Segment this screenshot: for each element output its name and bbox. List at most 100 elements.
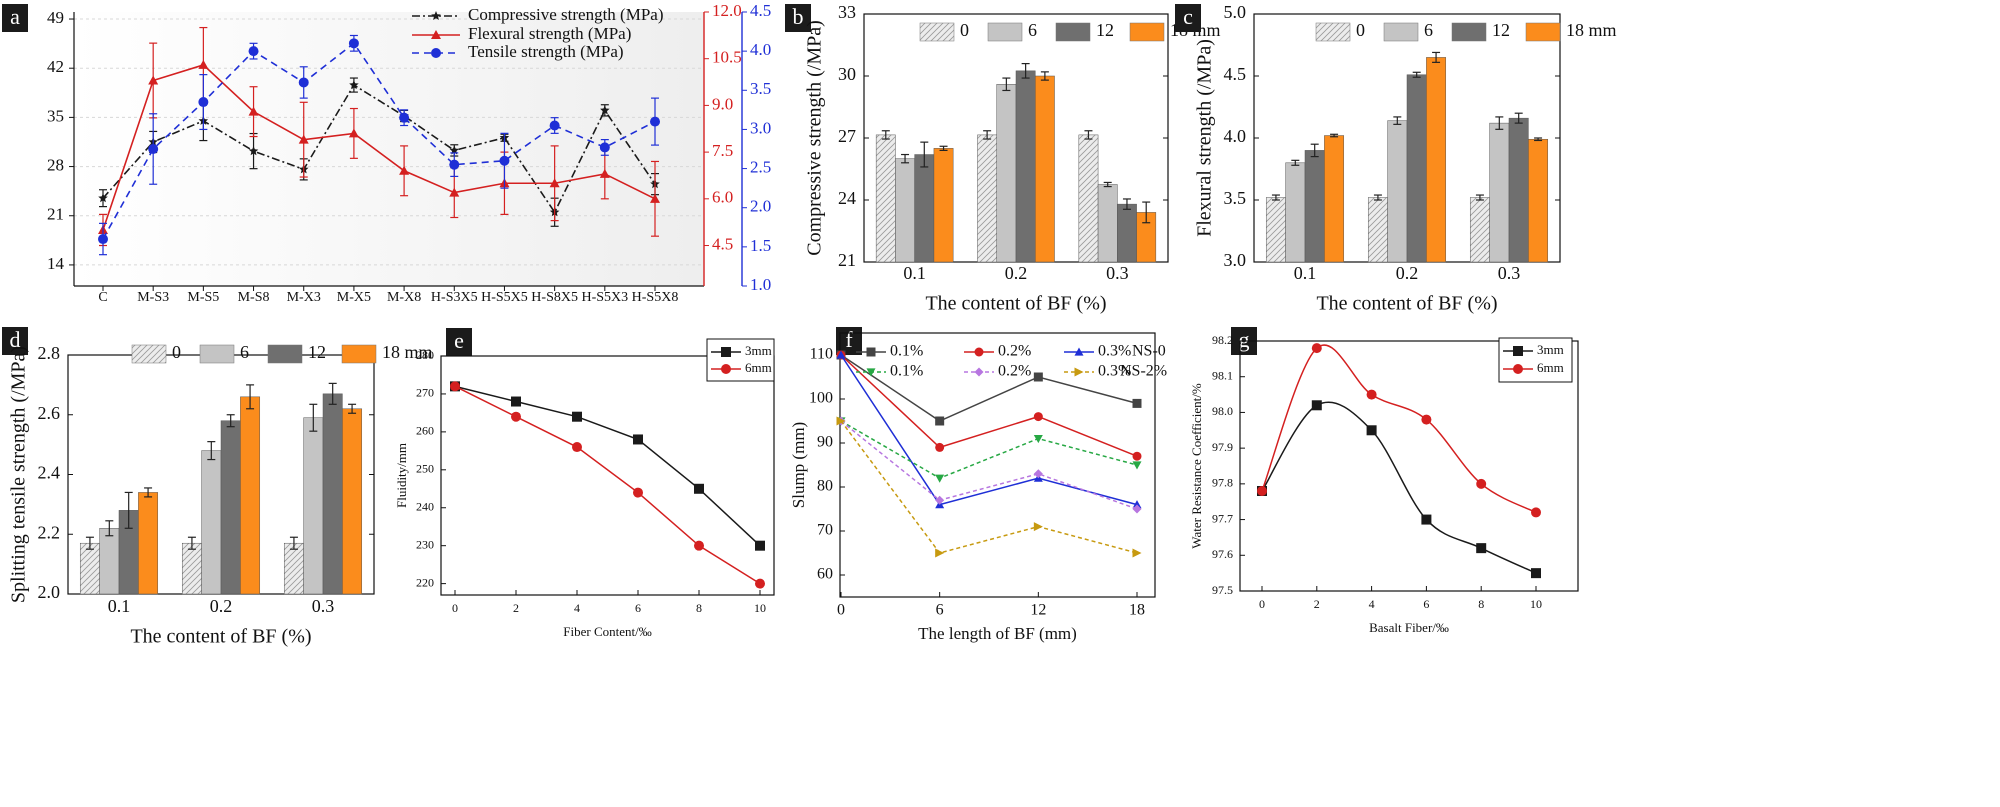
panel-f-y-tick-label: 80 [817, 478, 833, 495]
panel-c-bar [1489, 122, 1510, 263]
panel-f-x-label: The length of BF (mm) [918, 624, 1077, 643]
panel-e-series-line-1 [454, 385, 761, 585]
panel-label-d-box [2, 327, 28, 355]
panel-d-bar [220, 420, 241, 595]
panel-e-series-1-point [694, 540, 704, 551]
panel-f-legend-label: 0.2% [998, 343, 1031, 360]
panel-f-series-2-point [1132, 500, 1142, 509]
panel-f-series-line-2 [840, 354, 1138, 506]
panel-a-tensile-point [599, 142, 610, 153]
panel-d-bar [342, 408, 363, 595]
panel-c-x-tick-label: 0.3 [1498, 263, 1521, 283]
panel-f-series-line-3 [840, 420, 1138, 480]
panel-d-legend-swatch [199, 344, 235, 364]
panel-f-series-4-point [1033, 469, 1043, 479]
panel-b-legend-swatch [1129, 22, 1165, 42]
panel-c-bar [1469, 197, 1490, 263]
panel-c-y-tick-label: 4.5 [1224, 64, 1247, 84]
panel-g-series-line-1 [1261, 344, 1537, 514]
panel-d-x-tick-label: 0.3 [312, 596, 335, 616]
panel-f-series-1-point [1132, 451, 1142, 461]
panel-a-flexural-point [599, 168, 610, 178]
panel-a-x-tick-label: C [98, 290, 107, 305]
panel-a-x-tick-label: H-S5X5 [481, 290, 528, 305]
panel-g-series-line-0 [1261, 401, 1537, 574]
panel-f-series-3-point [935, 474, 945, 483]
panel-e-series-1-point [633, 487, 643, 498]
panel-c-y-tick-label: 4.0 [1224, 126, 1247, 146]
panel-c-x-tick-label: 0.2 [1396, 263, 1419, 283]
panel-a-x-tick-label: M-X8 [387, 290, 421, 305]
panel-f-frame [839, 332, 1156, 598]
panel-a-compressive-point [248, 146, 259, 156]
panel-g-series-0-point [1311, 400, 1322, 411]
panel-g-x-tick-label: 8 [1478, 597, 1484, 611]
panel-b-x-tick-label: 0.2 [1005, 263, 1028, 283]
panel-c-legend-label: 18 mm [1566, 20, 1617, 40]
panel-c-bar [1508, 117, 1529, 263]
panel-f-series-line-4 [840, 420, 1138, 510]
panel-c-bar [1265, 197, 1286, 263]
panel-f-legend-marker [974, 347, 984, 357]
panel-a-tensile-point [449, 159, 460, 170]
panel-d-bar [181, 542, 202, 595]
panel-a-blue-tick-label: 1.0 [750, 275, 771, 294]
panel-e-series-0-point [694, 483, 704, 494]
panel-f-legend-label: 0.3% [1098, 363, 1131, 380]
panel-c-bar [1367, 197, 1388, 263]
panel-a-flexural-point [298, 134, 309, 144]
panel-c-legend-label: 12 [1492, 20, 1510, 40]
panel-c-bar [1426, 57, 1447, 263]
panel-label-f: f [845, 327, 853, 352]
panel-label-d: d [10, 327, 21, 352]
panel-a-x-tick-label: M-X3 [287, 290, 321, 305]
panel-g-series-0-point [1476, 543, 1487, 554]
panel-e-x-tick-label: 2 [513, 601, 519, 615]
panel-b-bar [1035, 75, 1055, 263]
panel-b-legend-swatch [987, 22, 1023, 42]
panel-a-tensile-point [298, 77, 309, 88]
panel-e-y-tick-label: 240 [416, 499, 434, 513]
panel-f-series-0-point [935, 416, 945, 426]
panel-f-y-label: Slump (mm) [789, 422, 808, 508]
panel-b-legend-swatch [1055, 22, 1091, 42]
panel-b-y-tick-label: 30 [838, 64, 856, 84]
panel-e-series-line-0 [454, 385, 761, 547]
panel-a-tensile-line [102, 42, 656, 240]
panel-f-series-1-point [1033, 412, 1043, 422]
panel-d-legend-swatch [267, 344, 303, 364]
panel-label-b: b [793, 4, 804, 29]
panel-c-y-tick-label: 3.5 [1224, 188, 1247, 208]
panel-label-c: c [1183, 4, 1193, 29]
panel-a-left-tick-label: 42 [47, 57, 64, 76]
panel-c-bar [1285, 162, 1306, 263]
panel-b-y-tick-label: 27 [838, 126, 856, 146]
panel-label-a: a [10, 4, 20, 29]
panel-g-y-tick-label: 97.9 [1212, 440, 1233, 454]
panel-e-y-tick-label: 260 [416, 424, 434, 438]
panel-g-series-1-point [1531, 507, 1541, 518]
panel-b-legend-label: 12 [1096, 20, 1114, 40]
panel-g-series-1-point [1476, 478, 1487, 489]
panel-g-legend-box [1498, 337, 1573, 383]
panel-d-x-tick-label: 0.1 [108, 596, 131, 616]
panel-c-bar [1406, 74, 1427, 263]
panel-a-flexural-point [399, 165, 410, 175]
panel-f-x-tick-label: 6 [936, 602, 944, 619]
panel-a-red-tick-label: 9.0 [712, 94, 733, 113]
panel-a-tensile-point [248, 46, 259, 57]
panel-c-legend-label: 0 [1356, 20, 1365, 40]
panel-a-flexural-point [650, 193, 660, 203]
panel-f-series-4-point [935, 495, 945, 505]
panel-b-bar [914, 154, 935, 263]
panel-f-series-0-point [1132, 398, 1142, 408]
panel-a-tensile-point [549, 120, 560, 131]
panel-b-bar [996, 84, 1017, 263]
panel-a-blue-tick-label: 4.0 [750, 40, 771, 59]
panel-a-left-tick-label: 14 [47, 254, 65, 273]
panel-g-series-1-point [1257, 486, 1267, 496]
panel-g-x-tick-label: 4 [1369, 597, 1375, 611]
panel-c-legend-swatch [1315, 22, 1351, 42]
panel-c-bar [1324, 135, 1345, 263]
panel-e-y-tick-label: 230 [416, 537, 434, 551]
